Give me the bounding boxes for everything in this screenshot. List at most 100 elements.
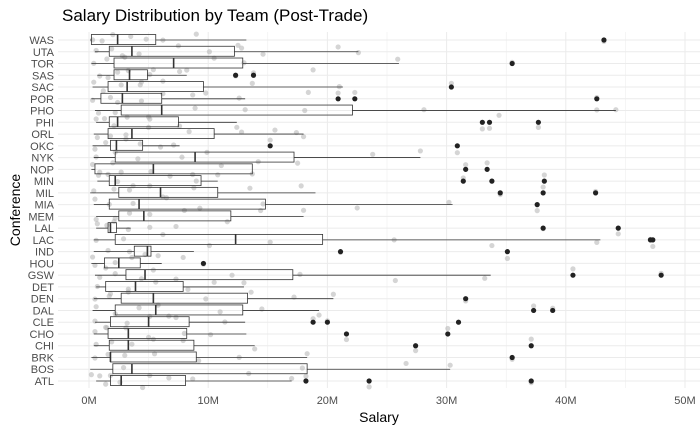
jitter-point (138, 98, 145, 104)
jitter-point (454, 150, 460, 156)
jitter-point (191, 185, 197, 191)
jitter-point (140, 384, 146, 391)
jitter-point (111, 123, 117, 129)
jitter-point (146, 334, 152, 340)
jitter-point (94, 221, 100, 227)
iqr-box (108, 198, 266, 210)
jitter-point (171, 142, 177, 148)
jitter-point (112, 110, 118, 116)
jitter-point (143, 36, 149, 42)
jitter-point (122, 54, 128, 60)
jitter-point (107, 94, 114, 101)
jitter-point (126, 187, 133, 193)
outlier-point (337, 249, 344, 255)
axis-layer: WASUTATORSASSACPORPHOPHIORLOKCNYKNOPMINM… (28, 35, 696, 407)
iqr-box (108, 339, 195, 351)
jitter-point (215, 172, 221, 178)
y-tick-label: MIL (36, 188, 54, 200)
jitter-point (109, 46, 115, 52)
jitter-point (151, 351, 158, 357)
jitter-point (106, 293, 112, 299)
jitter-point (147, 116, 153, 122)
y-tick-label: GSW (28, 270, 55, 282)
jitter-point (298, 183, 304, 189)
jitter-point (217, 309, 223, 315)
jitter-point (128, 33, 134, 40)
jitter-point (193, 178, 199, 184)
jitter-point (297, 271, 303, 277)
jitter-point (486, 125, 493, 131)
iqr-box (110, 375, 186, 386)
iqr-box (133, 245, 152, 257)
jitter-point (218, 162, 224, 169)
jitter-point (137, 82, 143, 88)
jitter-point (594, 107, 600, 113)
iqr-box (125, 269, 294, 281)
jitter-point (615, 231, 621, 237)
iqr-box (107, 81, 204, 92)
jitter-point (115, 99, 121, 106)
iqr-box (118, 210, 232, 222)
jitter-point (115, 69, 121, 75)
y-tick-label: DET (32, 282, 54, 294)
outlier-point (454, 143, 460, 149)
jitter-point (186, 128, 192, 135)
jitter-point (300, 134, 307, 140)
x-tick-label: 50M (674, 395, 695, 407)
outlier-point (366, 378, 372, 384)
outlier-point (570, 272, 576, 278)
jitter-point (392, 277, 398, 284)
outlier-point (200, 260, 207, 267)
jitter-point (175, 43, 181, 49)
jitter-point (115, 179, 121, 185)
outlier-point (479, 119, 485, 125)
y-tick-label: BOS (31, 364, 54, 376)
iqr-box (120, 292, 248, 304)
jitter-point (181, 207, 187, 214)
jitter-point (304, 351, 310, 357)
jitter-point (289, 375, 295, 382)
iqr-box (108, 45, 235, 57)
jitter-point (305, 89, 311, 96)
outlier-point (540, 225, 546, 231)
jitter-point (203, 296, 209, 302)
y-tick-label: PHO (30, 106, 54, 118)
jitter-point (93, 341, 99, 347)
iqr-box (114, 304, 244, 316)
jitter-point (235, 42, 241, 48)
jitter-point (343, 336, 350, 343)
jitter-point (129, 341, 135, 347)
iqr-box (113, 69, 148, 81)
jitter-point (92, 355, 98, 361)
jitter-point (260, 201, 266, 207)
jitter-point (229, 272, 235, 278)
jitter-point (93, 116, 99, 122)
box-layer (90, 34, 616, 386)
outlier-point (528, 343, 534, 349)
iqr-box (94, 163, 253, 175)
jitter-point (179, 154, 185, 160)
x-tick-label: 0M (81, 395, 96, 407)
jitter-point (130, 200, 136, 207)
y-tick-label: CHO (30, 329, 55, 341)
jitter-point (93, 304, 99, 310)
y-tick-label: IND (35, 247, 54, 259)
jitter-point (173, 223, 179, 230)
outlier-point (445, 331, 451, 337)
jitter-point (417, 148, 423, 154)
jitter-point (206, 242, 212, 249)
y-tick-label: WAS (29, 35, 54, 47)
jitter-point (137, 141, 143, 147)
jitter-point (248, 289, 254, 295)
jitter-point (203, 90, 209, 96)
jitter-point (94, 283, 100, 290)
jitter-point (105, 351, 111, 357)
jitter-point (129, 254, 135, 261)
jitter-point (147, 71, 153, 78)
y-tick-label: HOU (30, 258, 55, 270)
y-tick-label: SAC (31, 82, 54, 94)
jitter-point (150, 336, 156, 342)
outlier-point (484, 166, 490, 172)
x-axis-title: Salary (359, 409, 399, 425)
jitter-point (190, 171, 196, 178)
